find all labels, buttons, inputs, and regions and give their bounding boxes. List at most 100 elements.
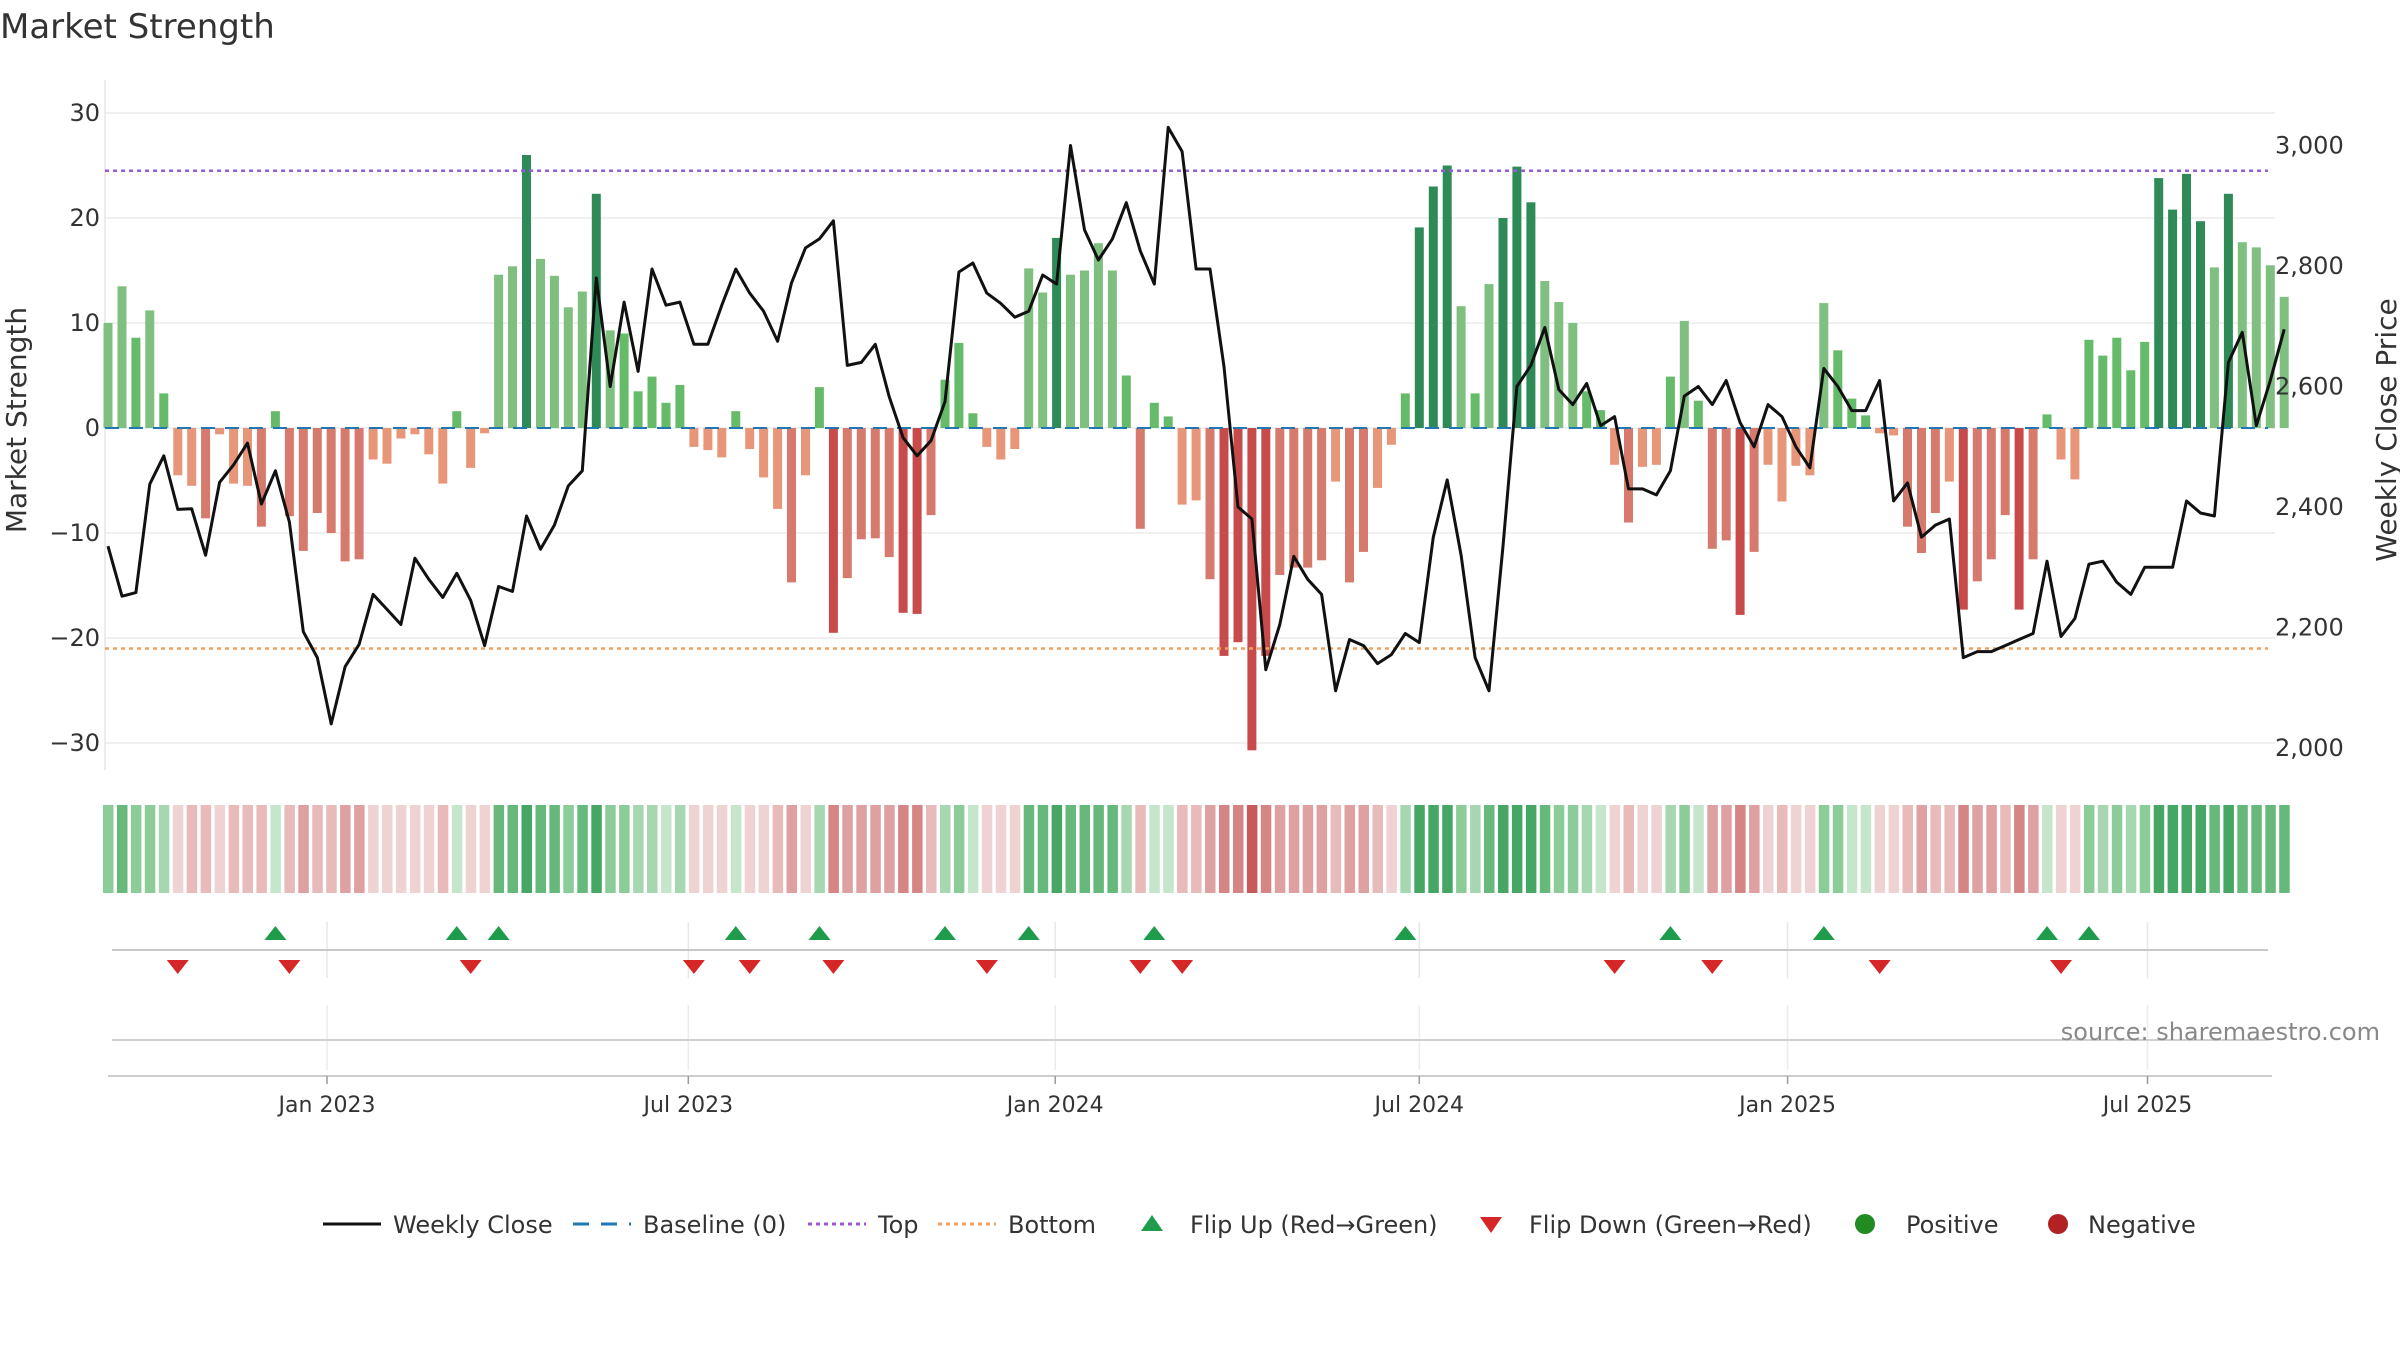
- strength-bar: [549, 275, 559, 429]
- heat-cell: [451, 805, 463, 893]
- flip-down-marker: [166, 960, 189, 974]
- strength-bar: [1247, 428, 1257, 751]
- strength-bar: [787, 428, 796, 583]
- heat-cell: [284, 805, 295, 893]
- strength-bar: [1624, 428, 1633, 523]
- strength-bar: [1289, 428, 1299, 568]
- strength-bar: [1359, 428, 1368, 552]
- strength-bar: [326, 428, 336, 533]
- y-tick-label: 20: [69, 204, 100, 232]
- strength-bar: [1944, 428, 1954, 482]
- heat-cell: [1330, 805, 1342, 893]
- heat-cell: [535, 805, 546, 893]
- strength-bar: [689, 428, 699, 447]
- strength-bar: [270, 411, 280, 428]
- heat-cell: [1065, 805, 1076, 893]
- strength-bar: [298, 428, 308, 551]
- heat-cell: [1553, 805, 1565, 893]
- heat-cell: [409, 805, 421, 893]
- heat-cell: [1637, 805, 1648, 893]
- heat-cell: [1135, 805, 1146, 893]
- heat-cell: [1693, 805, 1704, 893]
- strength-bar: [1805, 428, 1815, 476]
- strength-heat-strip: [103, 805, 2290, 893]
- strength-bar: [828, 428, 838, 633]
- flip-up-marker: [1812, 926, 1835, 940]
- heat-cell: [2097, 805, 2109, 893]
- strength-bar: [2279, 296, 2289, 429]
- strength-bar: [1819, 303, 1829, 428]
- y-tick-label: 0: [85, 414, 100, 442]
- strength-bar: [1107, 270, 1117, 428]
- strength-bar: [508, 266, 517, 428]
- heat-cell: [1930, 805, 1941, 893]
- flip-down-marker: [738, 960, 761, 974]
- strength-bar: [2126, 370, 2136, 429]
- heat-cell: [1051, 805, 1063, 893]
- legend-label-top: Top: [877, 1211, 919, 1239]
- heat-cell: [1358, 805, 1369, 893]
- strength-bar: [926, 428, 936, 516]
- right-axis-label: Weekly Close Price: [2370, 298, 2400, 561]
- heat-cell: [674, 805, 686, 893]
- heat-cell: [1414, 805, 1425, 893]
- heat-cell: [1163, 805, 1174, 893]
- heat-cell: [2069, 805, 2081, 893]
- strength-bar: [2042, 414, 2052, 428]
- strength-bar: [1149, 402, 1159, 428]
- heat-cell: [2042, 805, 2053, 893]
- strength-bar: [1163, 416, 1173, 428]
- heat-cell: [2139, 805, 2151, 893]
- strength-bar: [1610, 428, 1620, 465]
- heat-cell: [1721, 805, 1732, 893]
- strength-bar: [1749, 428, 1759, 552]
- heat-cell: [423, 805, 435, 893]
- strength-bar: [814, 387, 824, 428]
- strength-bar: [215, 428, 225, 435]
- heat-cell: [549, 805, 560, 893]
- heat-cell: [1902, 805, 1913, 893]
- heat-cell: [2083, 805, 2095, 893]
- x-tick-label: Jul 2024: [1373, 1093, 1465, 1118]
- heat-cell: [1846, 805, 1858, 893]
- legend-label-positive: Positive: [1906, 1211, 1999, 1239]
- y-tick-label: 30: [69, 99, 100, 127]
- strength-bar: [2000, 428, 2010, 516]
- y-tick-label: −20: [49, 624, 100, 652]
- strength-bar: [410, 428, 420, 435]
- heat-cell: [2251, 805, 2262, 893]
- strength-bar: [354, 428, 364, 560]
- strength-bar: [1233, 428, 1243, 643]
- strength-bar: [856, 428, 866, 540]
- strength-bar: [1707, 428, 1717, 549]
- heat-cell: [1581, 805, 1593, 893]
- y-tick-label: −30: [49, 729, 100, 757]
- strength-bar: [1484, 284, 1494, 428]
- heat-cell: [661, 805, 672, 893]
- legend: Weekly Close Baseline (0) Top Bottom Flip Up…: [323, 1211, 2196, 1239]
- right-axis-ticks: 2,000 2,200 2,400 2,600 2,800 3,000: [2275, 132, 2344, 763]
- strength-bar: [1219, 428, 1229, 656]
- flip-up-marker: [2036, 926, 2059, 940]
- strength-bar: [1010, 428, 1020, 449]
- strength-bar: [1679, 320, 1689, 428]
- heat-cell: [619, 805, 630, 893]
- heat-cell: [995, 805, 1007, 893]
- heat-cell: [1944, 805, 1955, 893]
- heat-cell: [1539, 805, 1551, 893]
- flip-up-marker: [2077, 926, 2100, 940]
- heat-cell: [1498, 805, 1509, 893]
- strength-bar: [2140, 341, 2150, 428]
- y2-tick-label: 2,600: [2275, 373, 2344, 401]
- heat-cell: [214, 805, 226, 893]
- flip-up-marker: [487, 926, 510, 940]
- heat-cell: [1023, 805, 1035, 893]
- heat-cell: [1149, 805, 1160, 893]
- heat-cell: [1205, 805, 1216, 893]
- heat-cell: [1609, 805, 1621, 893]
- heat-cell: [2014, 805, 2025, 893]
- strength-bar: [1930, 428, 1940, 513]
- heat-cell: [340, 805, 351, 893]
- strength-bar: [884, 428, 894, 558]
- strength-bar: [1638, 428, 1647, 467]
